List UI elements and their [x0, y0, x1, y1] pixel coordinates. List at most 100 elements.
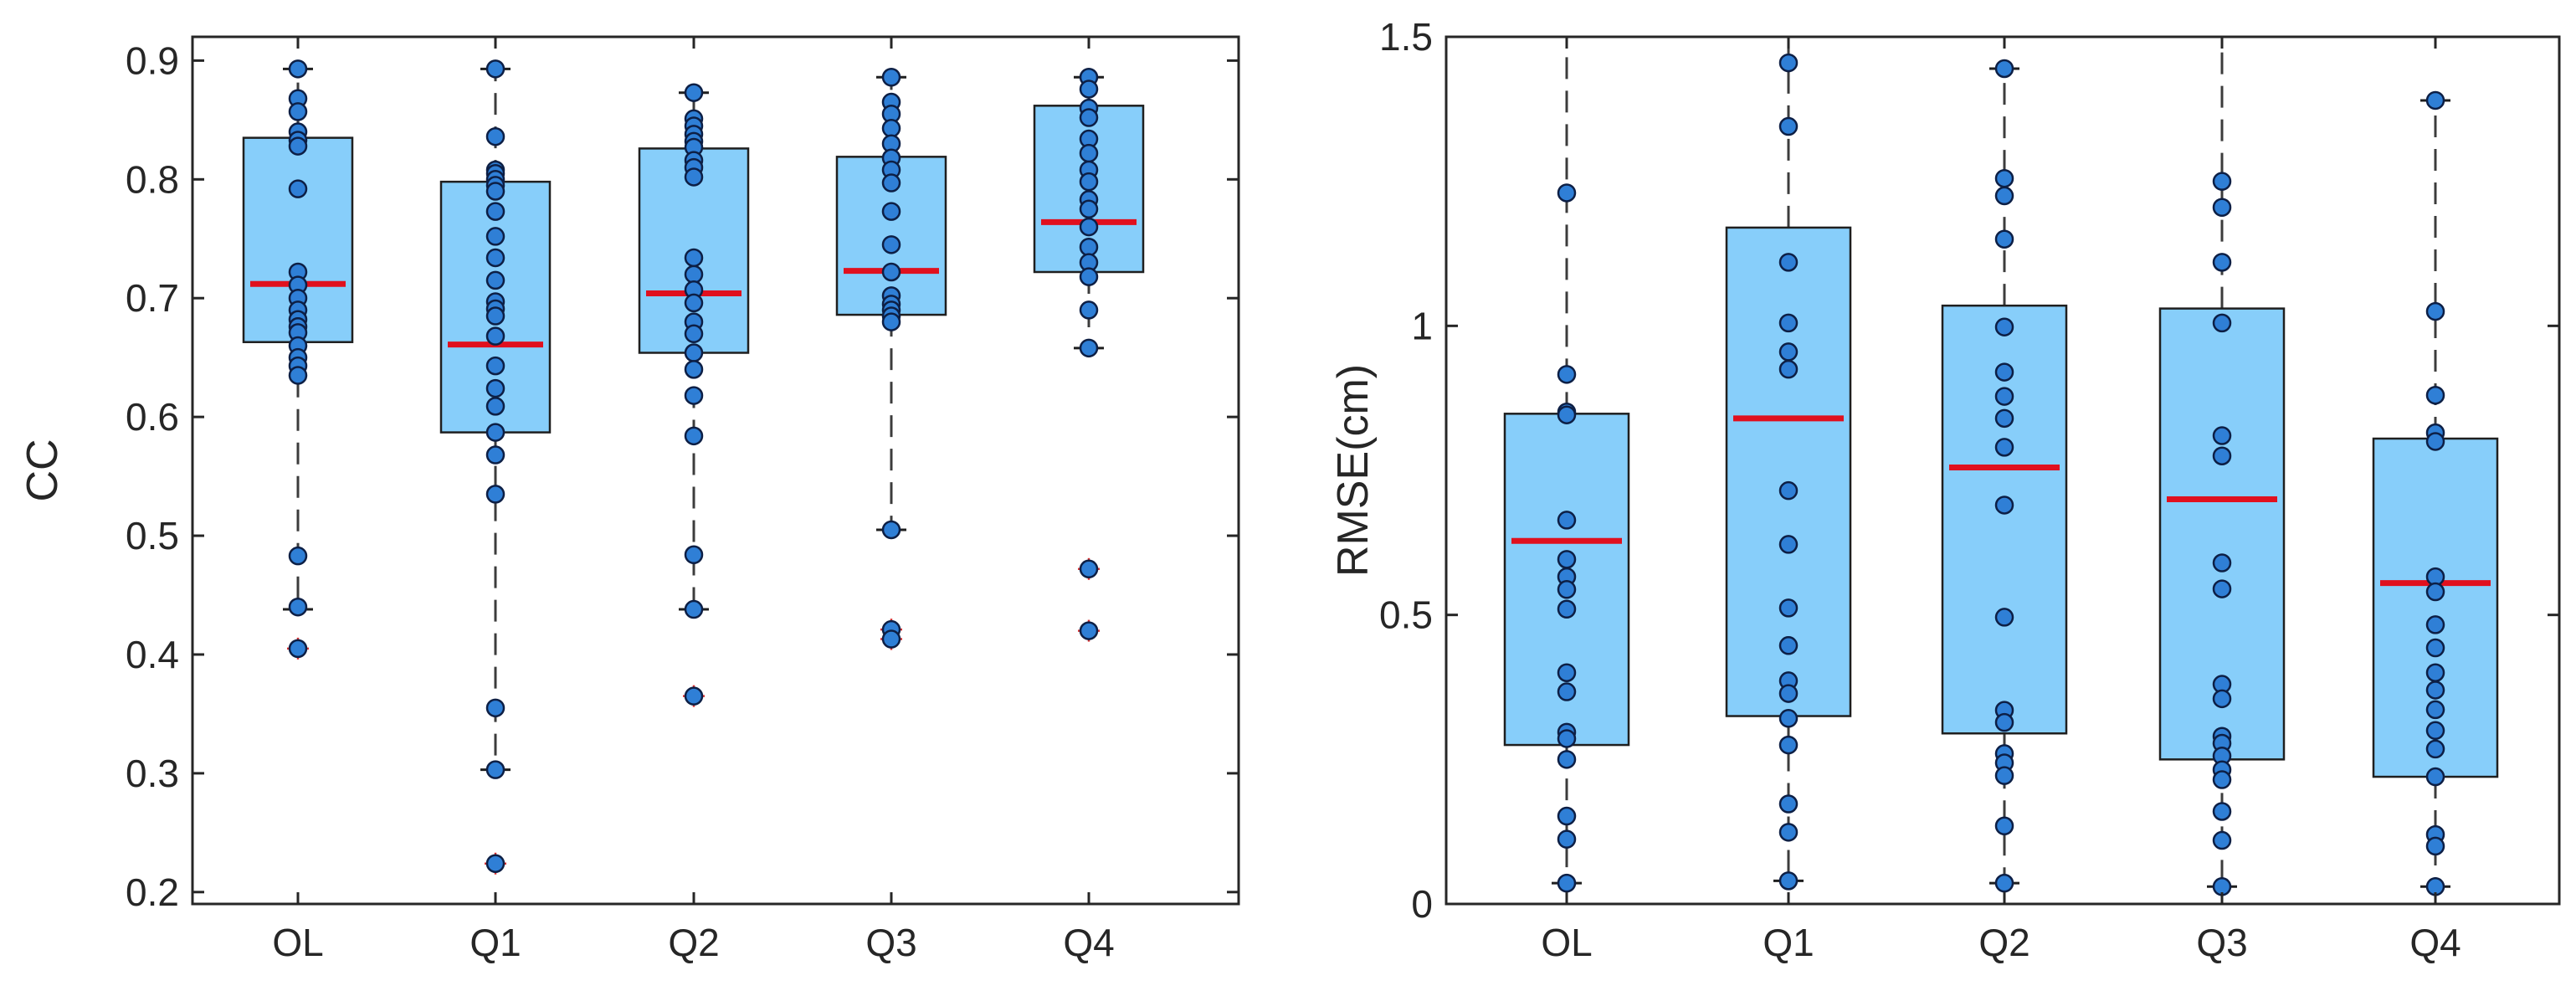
x-tick-label: OL: [1541, 921, 1592, 964]
data-point: [2425, 615, 2445, 634]
x-tick-label: Q3: [2196, 921, 2247, 964]
data-point: [881, 520, 901, 540]
data-point: [1994, 496, 2014, 515]
data-point: [684, 599, 704, 619]
data-point: [1557, 365, 1577, 384]
data-point: [1778, 636, 1799, 655]
data-point: [485, 227, 505, 246]
data-point: [288, 179, 308, 198]
data-point: [2425, 663, 2445, 682]
data-point: [485, 760, 505, 779]
data-point: [485, 423, 505, 442]
data-point: [684, 686, 704, 706]
data-point: [1079, 199, 1099, 219]
data-point: [684, 426, 704, 446]
data-point: [485, 397, 505, 416]
data-point: [2425, 301, 2445, 321]
data-point: [881, 119, 901, 138]
data-point: [2425, 582, 2445, 602]
data-point: [1778, 313, 1799, 333]
data-point: [288, 59, 308, 79]
y-tick-label: 0.5: [1379, 593, 1433, 637]
data-point: [881, 173, 901, 193]
data-point: [485, 326, 505, 346]
data-point: [1994, 229, 2014, 249]
data-point: [288, 366, 308, 385]
box-ol: [242, 59, 354, 660]
data-point: [684, 264, 704, 285]
data-point: [2212, 198, 2232, 217]
data-point: [2425, 90, 2445, 110]
data-point: [1994, 608, 2014, 627]
data-point: [485, 485, 505, 504]
data-point: [485, 306, 505, 326]
data-point: [1778, 359, 1799, 379]
data-point: [288, 136, 308, 156]
data-point: [1778, 735, 1799, 755]
data-point: [2212, 579, 2232, 598]
data-point: [2212, 313, 2232, 333]
data-point: [1557, 750, 1577, 769]
data-point: [1994, 766, 2014, 785]
panel-rmse: 0 0.5 1 1.5 OL Q1 Q2 Q3 Q4 RMSE(cm): [1329, 15, 2561, 964]
panel-cc: 0.2 0.3 0.4 0.5 0.6 0.7 0.8 0.9 OL Q1 Q2 Q3 Q4 CC: [18, 35, 1240, 964]
x-ticks-cc: OL Q1 Q2 Q3 Q4: [272, 37, 1115, 964]
y-ticks-cc: 0.2 0.3 0.4 0.5 0.6 0.7 0.8 0.9: [126, 39, 1239, 914]
data-point: [2425, 836, 2445, 856]
plot-content-rmse: [1503, 37, 2499, 896]
data-point: [1778, 480, 1799, 501]
x-tick-label: Q2: [1978, 921, 2029, 964]
data-point: [1994, 873, 2014, 893]
x-tick-label: Q4: [1063, 921, 1114, 964]
box-body: [1725, 226, 1852, 717]
data-point: [1079, 559, 1099, 579]
data-point: [485, 126, 505, 146]
data-point: [684, 324, 704, 344]
data-point: [1557, 829, 1577, 849]
y-tick-label: 0.2: [126, 870, 179, 914]
data-point: [485, 356, 505, 376]
data-point: [881, 312, 901, 331]
data-point: [2212, 830, 2232, 850]
data-point: [2425, 767, 2445, 787]
data-point: [1994, 317, 2014, 336]
data-point: [881, 262, 901, 282]
box-q4: [2372, 90, 2499, 896]
axes-frame-cc: [191, 35, 1240, 906]
data-point: [485, 698, 505, 718]
y-tick-label: 0.6: [126, 395, 179, 439]
x-tick-label: Q3: [865, 921, 916, 964]
x-ticks-rmse: OL Q1 Q2 Q3 Q4: [1541, 37, 2461, 964]
data-point: [1778, 823, 1799, 842]
data-point: [2212, 253, 2232, 272]
data-point: [1994, 168, 2014, 188]
data-point: [2425, 638, 2445, 658]
data-point: [1994, 712, 2014, 732]
data-point: [881, 68, 901, 87]
data-point: [485, 270, 505, 290]
data-point: [684, 293, 704, 313]
data-point: [1557, 599, 1577, 619]
y-tick-label: 0.9: [126, 39, 179, 82]
data-point: [2212, 770, 2232, 789]
data-point: [1079, 108, 1099, 127]
y-tick-label: 0.5: [126, 514, 179, 557]
data-point: [288, 597, 308, 617]
data-point: [1079, 338, 1099, 358]
plot-content-cc: [242, 59, 1145, 875]
data-point: [485, 854, 505, 873]
box-q2: [1941, 59, 2068, 893]
box-q1: [439, 59, 552, 875]
data-point: [1778, 794, 1799, 814]
y-tick-label: 1: [1411, 304, 1433, 347]
data-point: [2425, 739, 2445, 759]
data-point: [485, 59, 505, 79]
box-q4: [1033, 68, 1145, 642]
data-point: [1778, 342, 1799, 362]
data-point: [1557, 183, 1577, 203]
axes-frame-rmse: [1445, 35, 2561, 906]
data-point: [1557, 729, 1577, 748]
data-point: [2425, 680, 2445, 700]
data-point: [2212, 172, 2232, 191]
